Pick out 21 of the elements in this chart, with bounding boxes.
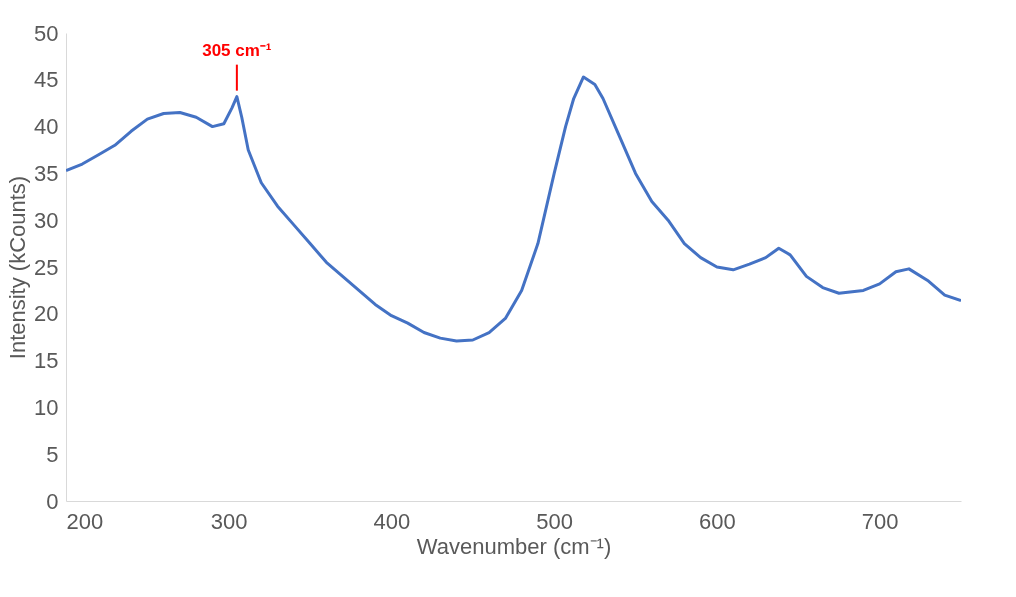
- line-series: [66, 75, 961, 343]
- x-tick-label: 300: [210, 508, 248, 534]
- x-tick-label: 400: [373, 508, 411, 534]
- y-tick-label: 35: [34, 160, 59, 186]
- y-tick-label: 30: [34, 207, 59, 233]
- annotation: 305 cm⁻¹: [202, 40, 272, 60]
- y-tick-label: 0: [46, 488, 59, 514]
- x-tick-label: 200: [66, 508, 104, 534]
- y-tick-label: 10: [34, 394, 59, 420]
- y-tick-label: 25: [34, 254, 59, 280]
- y-tick-label: 15: [34, 348, 59, 374]
- x-tick-label: 700: [861, 508, 899, 534]
- x-axis-title: Wavenumber (cm⁻¹): [416, 533, 612, 559]
- y-tick-label: 50: [34, 20, 59, 46]
- y-tick-label: 20: [34, 301, 59, 327]
- y-tick-label: 45: [34, 67, 59, 93]
- x-tick-label: 500: [536, 508, 574, 534]
- x-tick-label: 600: [699, 508, 736, 534]
- y-tick-label: 40: [34, 114, 59, 140]
- y-axis-title: Intensity (kCounts): [5, 175, 31, 360]
- y-tick-label: 5: [46, 441, 59, 467]
